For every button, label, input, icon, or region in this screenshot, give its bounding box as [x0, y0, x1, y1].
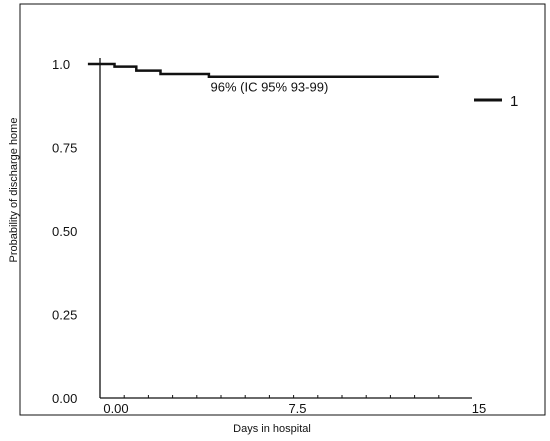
x-axis-title: Days in hospital [233, 423, 311, 435]
x-tick-label: 0.00 [103, 401, 128, 416]
x-tick-labels: 0.00 7.5 15 [103, 401, 486, 416]
y-tick-label: 1.0 [52, 57, 70, 72]
y-tick-label: 0.75 [52, 141, 77, 156]
legend-label: 1 [510, 93, 518, 110]
y-tick-label: 0.00 [52, 391, 77, 406]
survival-annotation: 96% (IC 95% 93-99) [211, 79, 329, 94]
y-tick-labels: 0.00 0.25 0.50 0.75 1.0 [52, 57, 77, 406]
y-tick-label: 0.50 [52, 224, 77, 239]
outer-border [19, 3, 546, 416]
series-layer [87, 62, 439, 78]
x-tick-label: 15 [472, 401, 486, 416]
y-tick-label: 0.25 [52, 308, 77, 323]
legend: 1 [474, 93, 518, 110]
survival-curve [87, 62, 439, 78]
y-axis-title: Probability of discharge home [8, 118, 20, 263]
x-minor-ticks [123, 395, 440, 398]
x-tick-label: 7.5 [288, 401, 306, 416]
plot-area: 0.00 0.25 0.50 0.75 1.0 0.00 7.5 15 [52, 57, 486, 416]
